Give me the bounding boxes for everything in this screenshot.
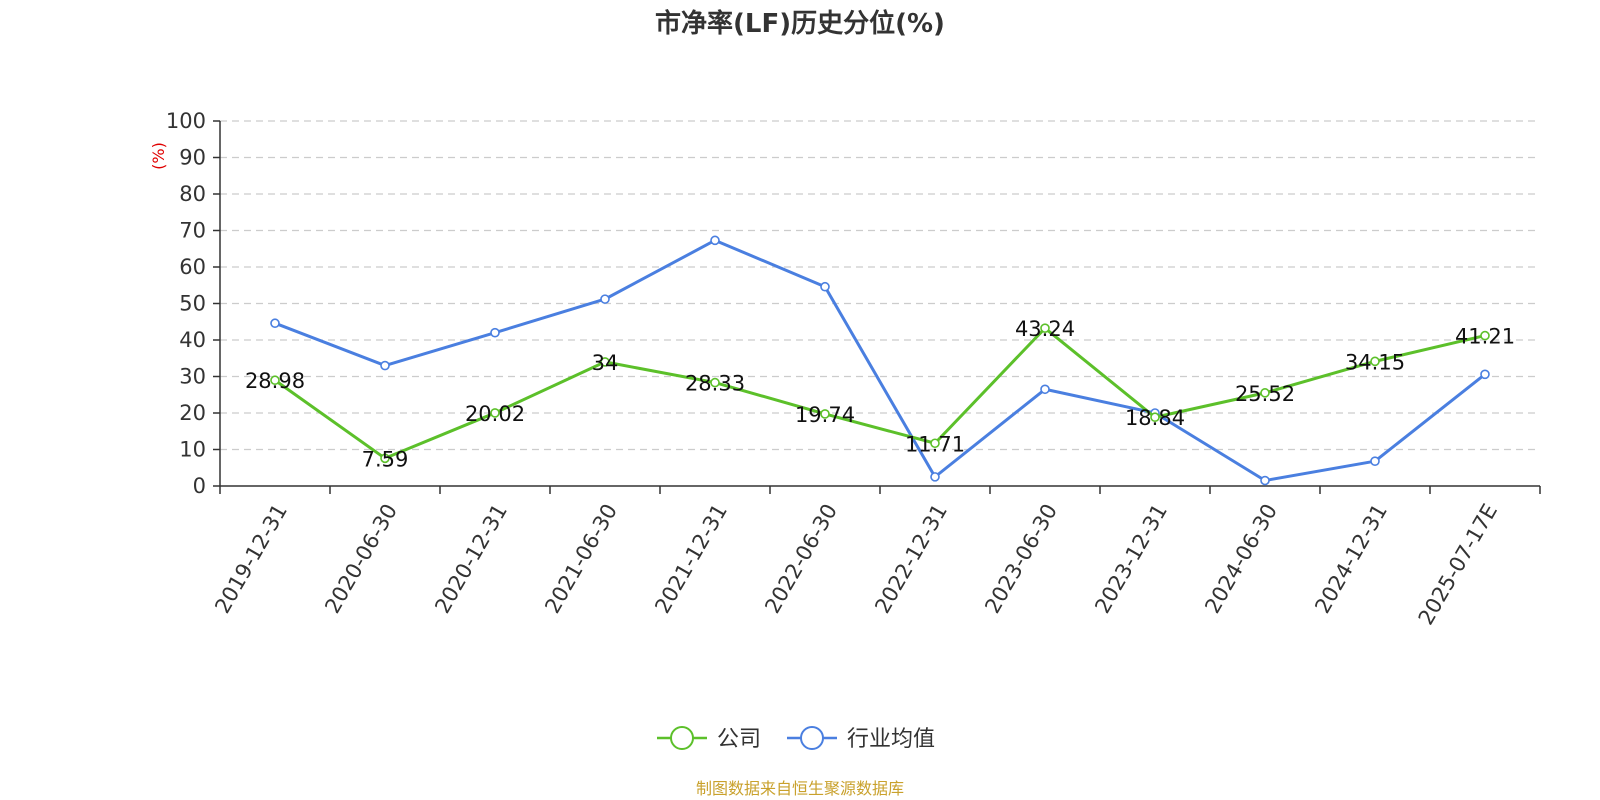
x-tick-label: 2025-07-17E bbox=[1414, 500, 1502, 629]
legend: 公司 行业均值 bbox=[657, 726, 935, 752]
data-point bbox=[1370, 456, 1380, 466]
legend-label: 行业均值 bbox=[847, 727, 935, 752]
data-point bbox=[490, 327, 500, 338]
data-point bbox=[1150, 412, 1160, 423]
data-point bbox=[600, 357, 610, 367]
legend-item: 行业均值 bbox=[787, 726, 935, 752]
x-tick-label: 2019-12-31 bbox=[210, 500, 292, 618]
y-tick-label: 90 bbox=[179, 146, 206, 170]
data-point bbox=[1370, 356, 1380, 367]
data-point bbox=[820, 281, 830, 292]
data-label: 20.02 bbox=[465, 402, 525, 426]
data-point bbox=[930, 472, 940, 482]
data-point bbox=[270, 318, 280, 329]
data-point bbox=[1480, 369, 1490, 380]
data-label: 28.33 bbox=[685, 372, 745, 396]
legend-item: 公司 bbox=[657, 726, 761, 752]
series-lines bbox=[270, 235, 1490, 486]
data-point bbox=[380, 360, 390, 371]
data-point bbox=[490, 408, 500, 418]
axes: 0 10 20 30 40 50 60 70 80 90 100 2019-12-31 2020-06-… bbox=[166, 109, 1541, 629]
data-point bbox=[1480, 330, 1490, 341]
x-tick-label: 2022-06-30 bbox=[760, 500, 842, 618]
series-line bbox=[274, 238, 1486, 483]
x-tick-label: 2023-12-31 bbox=[1090, 500, 1172, 618]
y-tick-label: 100 bbox=[166, 109, 206, 133]
data-source-note: 制图数据来自恒生聚源数据库 bbox=[696, 779, 904, 798]
data-label: 43.24 bbox=[1015, 317, 1075, 341]
data-label: 7.59 bbox=[362, 447, 409, 471]
data-point bbox=[1260, 475, 1270, 486]
data-label: 11.71 bbox=[905, 432, 965, 456]
y-tick-label: 60 bbox=[179, 255, 206, 279]
x-tick-label: 2021-12-31 bbox=[650, 500, 732, 618]
y-tick-label: 10 bbox=[179, 438, 206, 462]
data-point bbox=[1040, 323, 1050, 333]
y-axis-unit-label: (%) bbox=[149, 142, 168, 170]
data-labels: 28.98 7.59 20.02 34 28.33 19.74 11.71 43.24 18.8… bbox=[245, 317, 1515, 471]
y-tick-label: 50 bbox=[179, 292, 206, 316]
data-point bbox=[380, 453, 390, 464]
data-point bbox=[820, 409, 830, 419]
legend-label: 公司 bbox=[717, 727, 761, 752]
series-line bbox=[274, 326, 1486, 460]
y-tick-label: 30 bbox=[179, 365, 206, 389]
data-label: 41.21 bbox=[1455, 325, 1515, 349]
y-tick-label: 70 bbox=[179, 219, 206, 243]
data-point bbox=[600, 294, 610, 304]
data-point bbox=[1040, 384, 1050, 395]
x-tick-label: 2021-06-30 bbox=[540, 500, 622, 618]
data-label: 34 bbox=[592, 351, 619, 375]
data-label: 19.74 bbox=[795, 403, 855, 427]
data-label: 34.15 bbox=[1345, 350, 1405, 374]
y-tick-label: 0 bbox=[193, 474, 206, 498]
x-tick-label: 2023-06-30 bbox=[980, 500, 1062, 618]
x-tick-label: 2024-06-30 bbox=[1200, 500, 1282, 618]
data-label: 25.52 bbox=[1235, 382, 1295, 406]
chart-title: 市净率(LF)历史分位(%) bbox=[655, 8, 945, 39]
data-point bbox=[1260, 388, 1270, 398]
data-label: 28.98 bbox=[245, 369, 305, 393]
y-tick-label: 80 bbox=[179, 182, 206, 206]
x-tick-label: 2020-06-30 bbox=[320, 500, 402, 618]
data-label: 18.84 bbox=[1125, 406, 1185, 430]
data-point bbox=[930, 438, 940, 449]
x-tick-label: 2022-12-31 bbox=[870, 500, 952, 618]
legend-marker bbox=[800, 726, 824, 750]
data-point bbox=[270, 375, 280, 386]
y-tick-label: 40 bbox=[179, 328, 206, 352]
data-point bbox=[710, 377, 720, 388]
x-tick-label: 2024-12-31 bbox=[1310, 500, 1392, 618]
data-point bbox=[710, 235, 720, 246]
y-tick-label: 20 bbox=[179, 401, 206, 425]
x-tick-label: 2020-12-31 bbox=[430, 500, 512, 618]
legend-marker bbox=[670, 726, 694, 750]
gridlines bbox=[220, 120, 1540, 451]
